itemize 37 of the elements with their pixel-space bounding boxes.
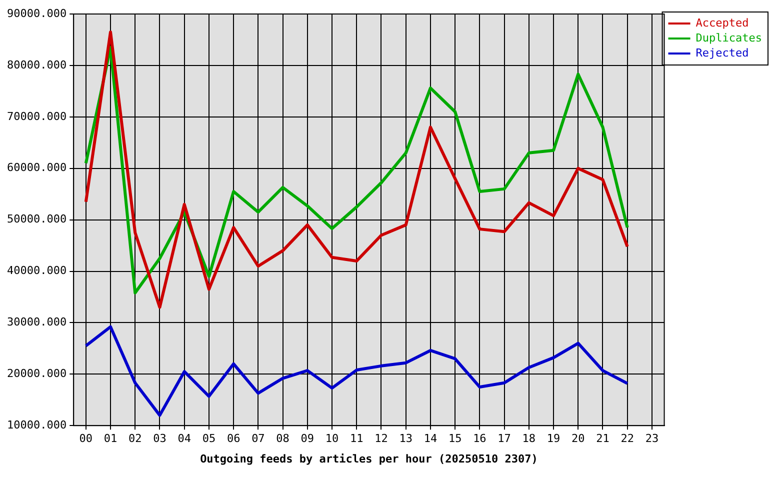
legend-label: Accepted xyxy=(696,16,749,30)
x-tick-label: 21 xyxy=(596,432,610,446)
x-tick-label: 11 xyxy=(350,432,364,446)
x-tick-label: 19 xyxy=(546,432,560,446)
x-tick-label: 03 xyxy=(153,432,166,446)
x-tick-label: 14 xyxy=(424,432,438,446)
x-tick-label: 00 xyxy=(79,432,93,446)
y-tick-label: 50000.000 xyxy=(6,212,67,226)
x-tick-label: 13 xyxy=(399,432,412,446)
x-tick-label: 05 xyxy=(202,432,216,446)
x-tick-label: 04 xyxy=(178,432,192,446)
x-tick-label: 09 xyxy=(300,432,314,446)
y-tick-label: 40000.000 xyxy=(6,264,67,278)
x-tick-label: 15 xyxy=(448,432,462,446)
x-tick-label: 20 xyxy=(572,432,585,446)
x-tick-label: 07 xyxy=(252,432,265,446)
x-tick-label: 18 xyxy=(522,432,536,446)
y-tick-label: 60000.000 xyxy=(6,161,67,174)
x-tick-label: 01 xyxy=(104,432,118,446)
x-tick-label: 12 xyxy=(374,432,388,446)
x-tick-label: 17 xyxy=(498,432,511,446)
y-tick-label: 20000.000 xyxy=(6,367,67,380)
y-tick-label: 10000.000 xyxy=(6,418,67,432)
x-tick-label: 06 xyxy=(226,432,240,446)
x-axis-title: Outgoing feeds by articles per hour (20250510 2307) xyxy=(200,452,538,466)
y-tick-label: 80000.000 xyxy=(6,58,67,72)
y-tick-label: 30000.000 xyxy=(6,316,67,329)
y-tick-label: 70000.000 xyxy=(6,110,67,123)
x-tick-label: 10 xyxy=(325,432,339,446)
x-tick-label: 22 xyxy=(620,432,634,446)
legend-label: Duplicates xyxy=(696,31,762,44)
x-tick-label: 16 xyxy=(473,432,486,446)
x-tick-label: 08 xyxy=(276,432,290,446)
x-tick-label: 23 xyxy=(645,432,659,446)
legend-label: Rejected xyxy=(696,46,749,60)
x-tick-label: 02 xyxy=(128,432,142,446)
y-tick-label: 90000.000 xyxy=(6,6,67,20)
